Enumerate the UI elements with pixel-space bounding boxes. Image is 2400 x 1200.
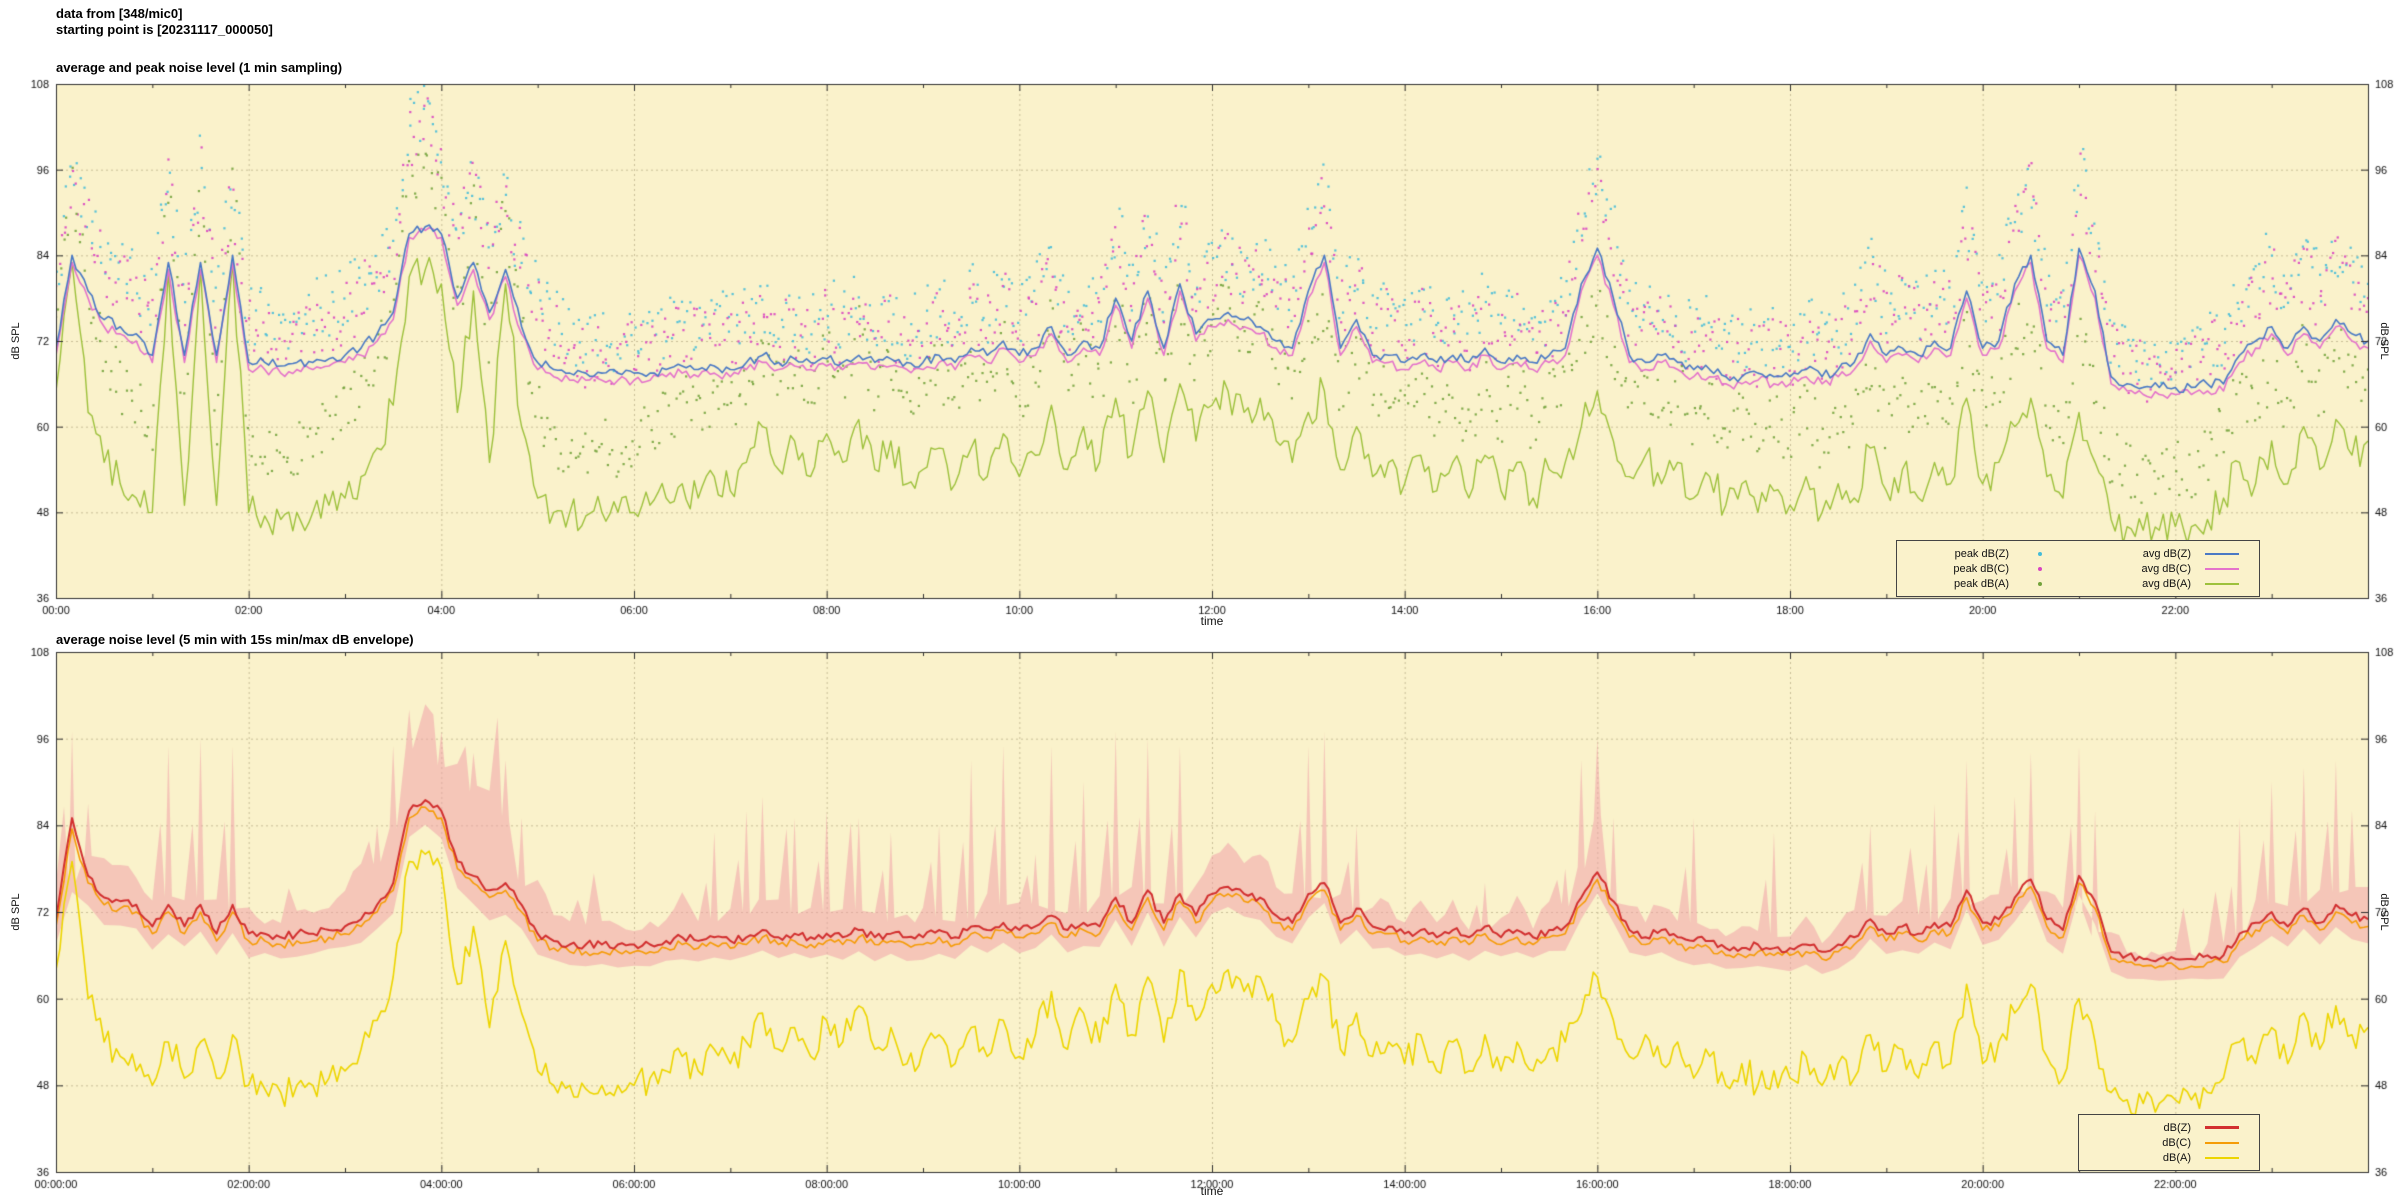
legend-item: avg dB(C) [2091,561,2247,576]
chart2-ylabel-left: dB SPL [10,893,22,931]
legend-label: peak dB(A) [1953,577,2009,590]
legend-line-sample [2197,1141,2247,1144]
legend-line-sample [2197,582,2247,585]
legend-item: peak dB(C) [1909,561,2065,576]
legend-label: peak dB(C) [1953,562,2009,575]
legend-line-sample [2197,552,2247,555]
legend-label: avg dB(Z) [2142,547,2191,560]
header: data from [348/mic0] starting point is [… [56,6,273,38]
chart1-legend: peak dB(Z) peak dB(C) peak dB(A) avg dB(Z) a… [1896,540,2260,597]
chart1-ylabel-right: dB SPL [2378,322,2390,360]
chart2-ylabel-right: dB SPL [2378,893,2390,931]
legend-label: dB(C) [2162,1136,2191,1149]
legend-item: avg dB(Z) [2091,546,2247,561]
chart1-ylabel-left: dB SPL [10,322,22,360]
legend-label: peak dB(Z) [1954,547,2009,560]
legend-point-sample [2015,581,2065,586]
legend-item: peak dB(A) [1909,576,2065,591]
legend-item: dB(C) [2091,1135,2247,1150]
chart2-legend: dB(Z) dB(C) dB(A) [2078,1114,2260,1171]
legend-item: peak dB(Z) [1909,546,2065,561]
chart1-xlabel: time [1200,614,1224,628]
header-line1: data from [348/mic0] [56,6,183,21]
legend-point-sample [2015,566,2065,571]
legend-label: avg dB(A) [2142,577,2191,590]
legend-item: avg dB(A) [2091,576,2247,591]
legend-label: dB(Z) [2163,1121,2192,1134]
legend-item: dB(Z) [2091,1120,2247,1135]
legend-label: avg dB(C) [2141,562,2191,575]
chart1-title: average and peak noise level (1 min samp… [56,60,343,75]
legend-line-sample [2197,1126,2247,1129]
legend-label: dB(A) [2162,1151,2191,1164]
chart2-title: average noise level (5 min with 15s min/… [56,632,414,647]
legend-line-sample [2197,1156,2247,1159]
header-line2: starting point is [20231117_000050] [56,22,273,37]
chart2-xlabel: time [1200,1184,1224,1198]
legend-point-sample [2015,551,2065,556]
legend-line-sample [2197,567,2247,570]
legend-item: dB(A) [2091,1150,2247,1165]
